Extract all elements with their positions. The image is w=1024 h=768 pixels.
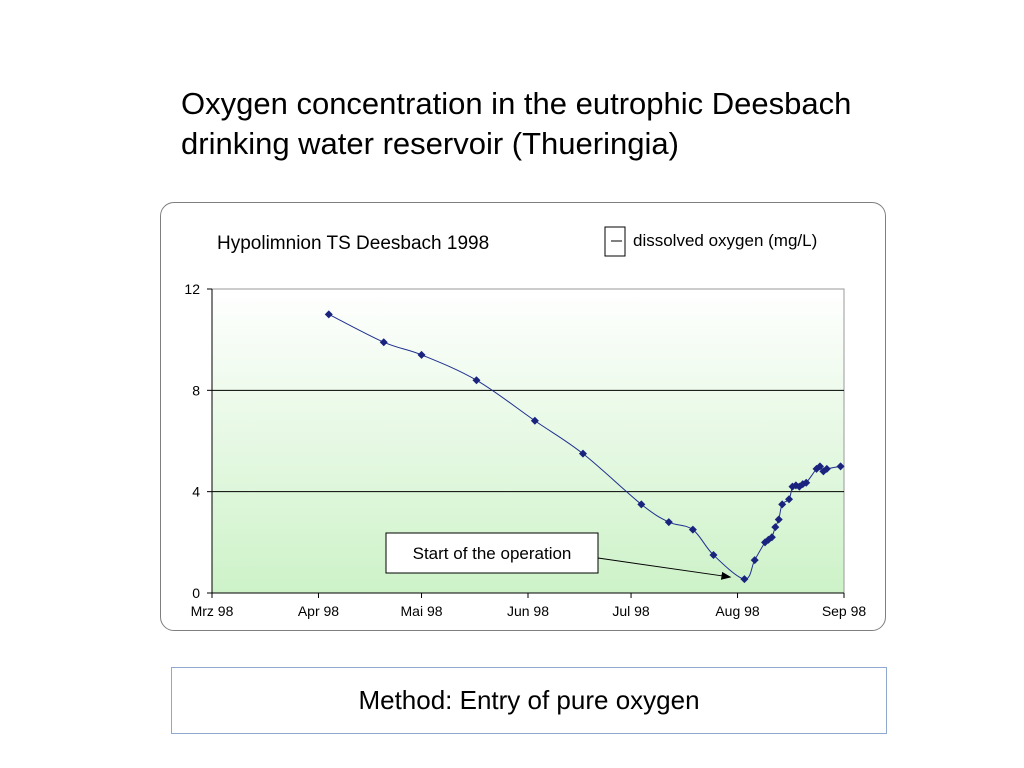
method-text: Method: Entry of pure oxygen [358,685,700,715]
y-tick-label: 8 [192,382,200,398]
data-point [836,462,845,471]
x-tick-label: Apr 98 [298,603,339,619]
legend-entry: dissolved oxygen (mg/L) [633,231,817,250]
method-box: Method: Entry of pure oxygen [171,667,887,734]
data-point [578,449,587,458]
data-point [767,533,776,542]
annotation-arrow [597,557,732,580]
data-point [778,500,787,509]
data-point [664,518,673,527]
data-point [324,310,333,319]
x-tick-label: Mai 98 [401,603,443,619]
oxygen-chart: Hypolimnion TS Deesbach 1998 dissolved ox… [184,226,867,619]
data-point [637,500,646,509]
data-point [417,350,426,359]
annotation-box [385,532,599,574]
data-point [785,495,794,504]
annotation-text: Start of the operation [413,544,572,563]
y-tick-label: 4 [192,484,200,500]
data-point [530,416,539,425]
data-point [472,376,481,385]
data-point [740,575,749,584]
data-point [709,551,718,559]
annotation: Start of the operation [385,532,732,580]
x-tick-label: Aug 98 [715,603,760,619]
chart-title: Hypolimnion TS Deesbach 1998 [217,233,489,254]
data-point [815,462,824,471]
data-point [379,338,388,347]
chart-frame: Hypolimnion TS Deesbach 1998 dissolved ox… [160,202,886,631]
y-tick-label: 12 [184,281,200,297]
data-point [774,515,783,524]
slide-title: Oxygen concentration in the eutrophic De… [181,86,852,161]
x-tick-label: Sep 98 [822,603,867,619]
data-point [688,525,697,534]
y-tick-label: 0 [192,585,200,601]
legend: dissolved oxygen (mg/L) [604,226,817,257]
data-point [750,556,759,565]
x-tick-label: Jun 98 [507,603,549,619]
x-tick-label: Mrz 98 [191,603,234,619]
data-point [822,464,831,473]
x-tick-label: Jul 98 [612,603,650,619]
data-point [802,478,811,487]
data-point [771,523,780,532]
